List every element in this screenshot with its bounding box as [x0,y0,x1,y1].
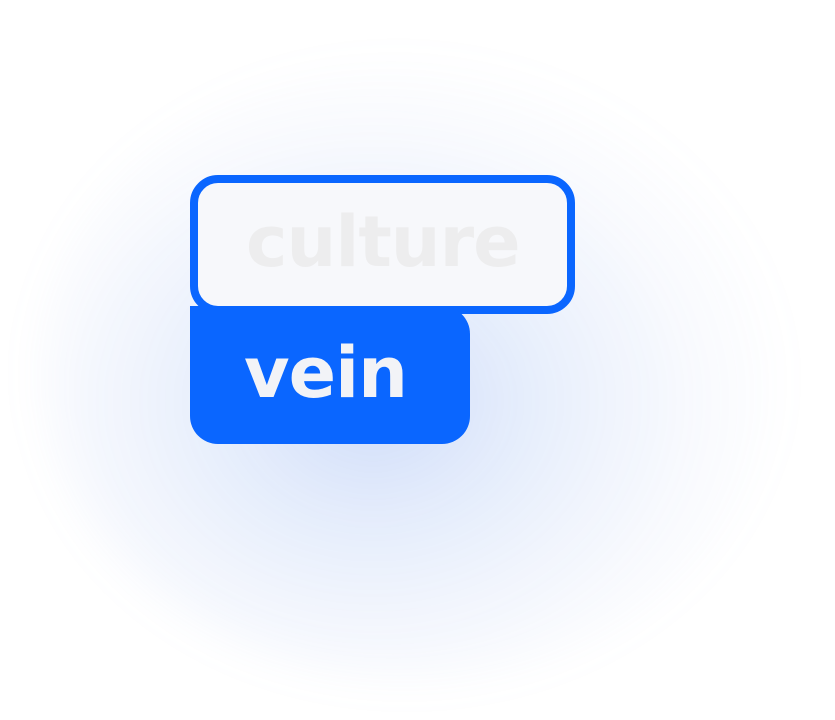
word-card-outline: culture [190,175,575,314]
word-vein: vein [244,332,408,414]
word-culture: culture [246,201,521,283]
word-card-filled: vein [190,306,470,444]
